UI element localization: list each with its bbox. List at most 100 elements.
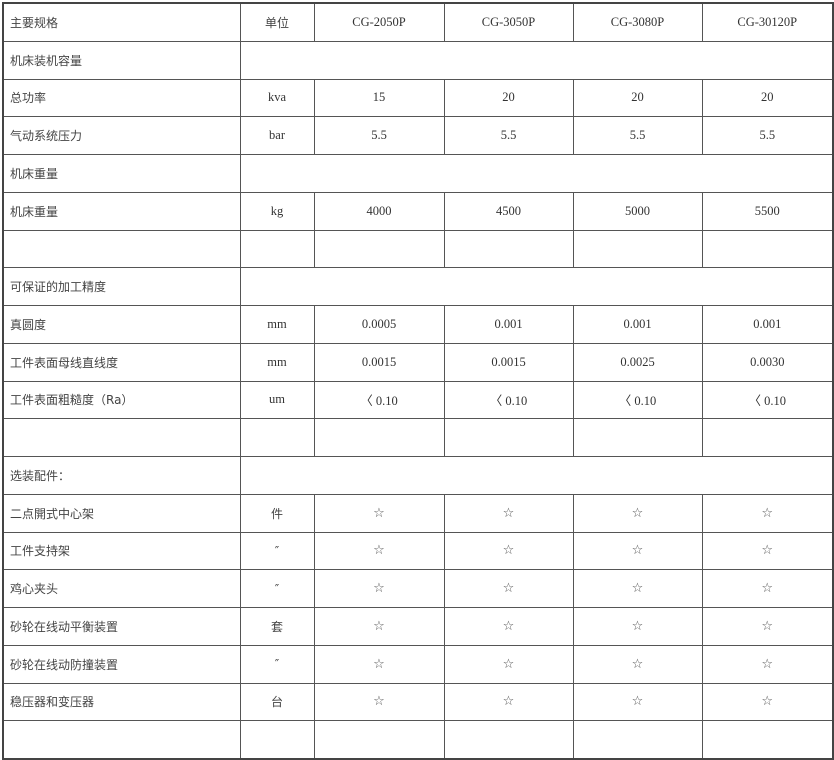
star-icon: ☆ [572, 569, 703, 608]
star-icon: ☆ [701, 531, 834, 571]
section-empty-cell [239, 456, 834, 495]
unit-cell: ″ [239, 569, 315, 608]
empty-cell [572, 720, 703, 760]
table-row: 砂轮在线动防撞装置 ″ ☆ ☆ ☆ ☆ [2, 644, 834, 684]
star-icon: ☆ [701, 493, 834, 533]
unit-cell: kva [239, 78, 315, 118]
section-label: 机床装机容量 [2, 40, 241, 80]
spec-label: 工件支持架 [2, 531, 241, 571]
value-cell: 20 [443, 78, 574, 118]
empty-cell [239, 229, 315, 269]
blank-row [2, 229, 834, 269]
unit-cell: ″ [239, 644, 315, 684]
star-icon: ☆ [572, 682, 703, 722]
value-cell: 0.0015 [313, 342, 445, 382]
unit-cell: 件 [239, 493, 315, 533]
star-icon: ☆ [313, 569, 445, 608]
header-model: CG-30120P [701, 2, 834, 42]
star-icon: ☆ [572, 607, 703, 646]
empty-cell [2, 229, 241, 269]
empty-cell [313, 720, 445, 760]
value-cell: 0.001 [443, 305, 574, 344]
empty-cell [443, 229, 574, 269]
unit-cell: mm [239, 305, 315, 344]
star-icon: ☆ [701, 644, 834, 684]
unit-cell: um [239, 380, 315, 420]
value-cell: 〈 0.10 [701, 380, 834, 420]
section-empty-cell [239, 267, 834, 306]
empty-cell [2, 418, 241, 457]
table-row: 机床重量 kg 4000 4500 5000 5500 [2, 191, 834, 231]
empty-cell [239, 418, 315, 457]
star-icon: ☆ [443, 682, 574, 722]
header-model: CG-3080P [572, 2, 703, 42]
star-icon: ☆ [443, 607, 574, 646]
value-cell: 〈 0.10 [572, 380, 703, 420]
unit-cell: mm [239, 342, 315, 382]
empty-cell [701, 720, 834, 760]
empty-cell [239, 720, 315, 760]
section-row: 机床装机容量 [2, 40, 834, 80]
section-row: 可保证的加工精度 [2, 267, 834, 306]
star-icon: ☆ [572, 531, 703, 571]
value-cell: 5.5 [313, 116, 445, 155]
table-row: 稳压器和变压器台 ☆ ☆ ☆ ☆ [2, 682, 834, 722]
table-row: 二点開式中心架件 ☆ ☆ ☆ ☆ [2, 493, 834, 533]
spec-label: 机床重量 [2, 191, 241, 231]
table-row: 鸡心夹头 ″ ☆ ☆ ☆ ☆ [2, 569, 834, 608]
empty-cell [701, 229, 834, 269]
spec-label: 鸡心夹头 [2, 569, 241, 608]
star-icon: ☆ [701, 682, 834, 722]
value-cell: 0.0005 [313, 305, 445, 344]
value-cell: 5000 [572, 191, 703, 231]
unit-cell: ″ [239, 531, 315, 571]
unit-cell: 套 [239, 607, 315, 646]
value-cell: 5.5 [701, 116, 834, 155]
section-row: 机床重量 [2, 154, 834, 193]
spec-label: 工件表面粗糙度（Ra） [2, 380, 241, 420]
star-icon: ☆ [313, 531, 445, 571]
star-icon: ☆ [313, 493, 445, 533]
unit-cell: bar [239, 116, 315, 155]
table-row: 工件支持架 ″ ☆ ☆ ☆ ☆ [2, 531, 834, 571]
value-cell: 0.0025 [572, 342, 703, 382]
star-icon: ☆ [313, 644, 445, 684]
value-cell: 4000 [313, 191, 445, 231]
spec-label: 真圆度 [2, 305, 241, 344]
star-icon: ☆ [443, 644, 574, 684]
value-cell: 0.0030 [701, 342, 834, 382]
value-cell: 5.5 [443, 116, 574, 155]
star-icon: ☆ [313, 607, 445, 646]
star-icon: ☆ [313, 682, 445, 722]
value-cell: 〈 0.10 [443, 380, 574, 420]
value-cell: 20 [572, 78, 703, 118]
spec-label: 气动系统压力 [2, 116, 241, 155]
section-empty-cell [239, 154, 834, 193]
value-cell: 15 [313, 78, 445, 118]
section-row: 选装配件： [2, 456, 834, 495]
spec-label: 砂轮在线动防撞装置 [2, 644, 241, 684]
star-icon: ☆ [572, 493, 703, 533]
value-cell: 20 [701, 78, 834, 118]
table-row: 工件表面母线直线度 mm 0.0015 0.0015 0.0025 0.0030 [2, 342, 834, 382]
table-row: 工件表面粗糙度（Ra） um 〈 0.10 〈 0.10 〈 0.10 〈 0.10 [2, 380, 834, 420]
header-row: 主要规格 单位 CG-2050P CG-3050P CG-3080P CG-30… [2, 2, 834, 42]
blank-row [2, 720, 834, 760]
spec-label: 稳压器和变压器 [2, 682, 241, 722]
header-model: CG-2050P [313, 2, 445, 42]
empty-cell [313, 418, 445, 457]
table-row: 真圆度 mm 0.0005 0.001 0.001 0.001 [2, 305, 834, 344]
section-label: 机床重量 [2, 154, 241, 193]
star-icon: ☆ [701, 607, 834, 646]
value-cell: 5.5 [572, 116, 703, 155]
unit-cell: kg [239, 191, 315, 231]
empty-cell [572, 418, 703, 457]
spec-label: 砂轮在线动平衡装置 [2, 607, 241, 646]
spec-label: 工件表面母线直线度 [2, 342, 241, 382]
header-unit: 单位 [239, 2, 315, 42]
value-cell: 0.001 [701, 305, 834, 344]
star-icon: ☆ [572, 644, 703, 684]
unit-cell: 台 [239, 682, 315, 722]
star-icon: ☆ [443, 569, 574, 608]
